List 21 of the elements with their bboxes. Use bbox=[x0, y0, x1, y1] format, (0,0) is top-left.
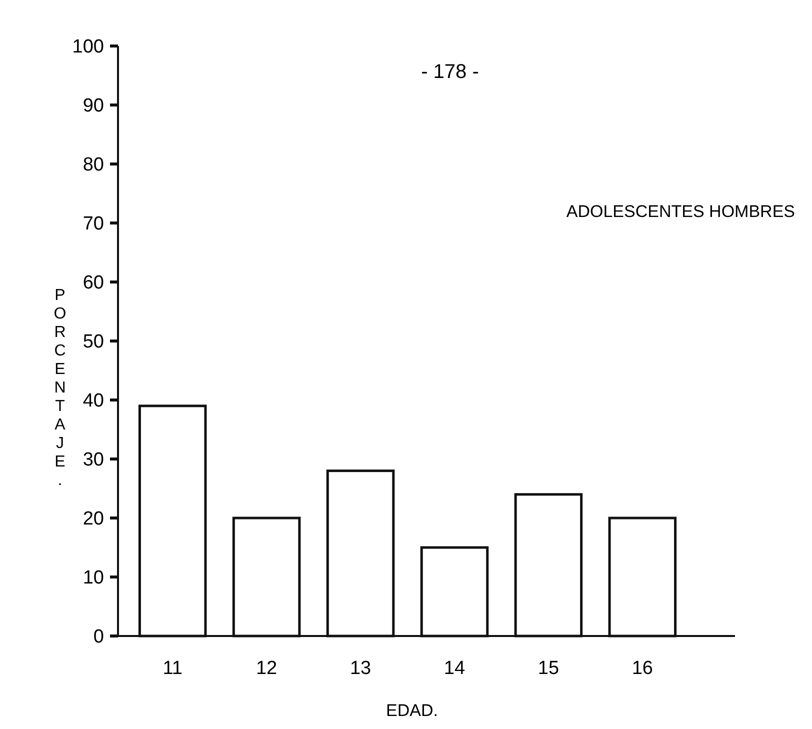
y-tick-label: 100 bbox=[72, 36, 104, 58]
x-tick-label: 15 bbox=[538, 658, 560, 679]
y-tick-label: 40 bbox=[82, 390, 104, 412]
x-tick-label: 12 bbox=[256, 658, 278, 679]
text: PORCENTAJE. bbox=[54, 287, 66, 489]
text: ADOLESCENTES HOMBRES bbox=[566, 202, 795, 221]
y-tick-label: 10 bbox=[82, 568, 104, 589]
y-tick-label: 20 bbox=[82, 508, 104, 530]
x-tick-label: 11 bbox=[162, 658, 182, 679]
annotation: - 178 - bbox=[421, 61, 479, 83]
y-tick-label: 90 bbox=[82, 96, 104, 117]
y-tick-label: 0 bbox=[93, 626, 104, 648]
y-tick-label: 50 bbox=[82, 332, 104, 353]
x-tick-label: 16 bbox=[632, 658, 653, 679]
x-tick-label: 14 bbox=[444, 658, 466, 679]
x-axis-title: EDAD. bbox=[386, 701, 438, 720]
y-tick-label: 80 bbox=[82, 154, 104, 176]
y-tick-label: 70 bbox=[82, 214, 104, 235]
y-tick-label: 60 bbox=[82, 272, 104, 294]
y-tick-label: 30 bbox=[82, 450, 104, 471]
x-tick-label: 13 bbox=[350, 658, 372, 679]
